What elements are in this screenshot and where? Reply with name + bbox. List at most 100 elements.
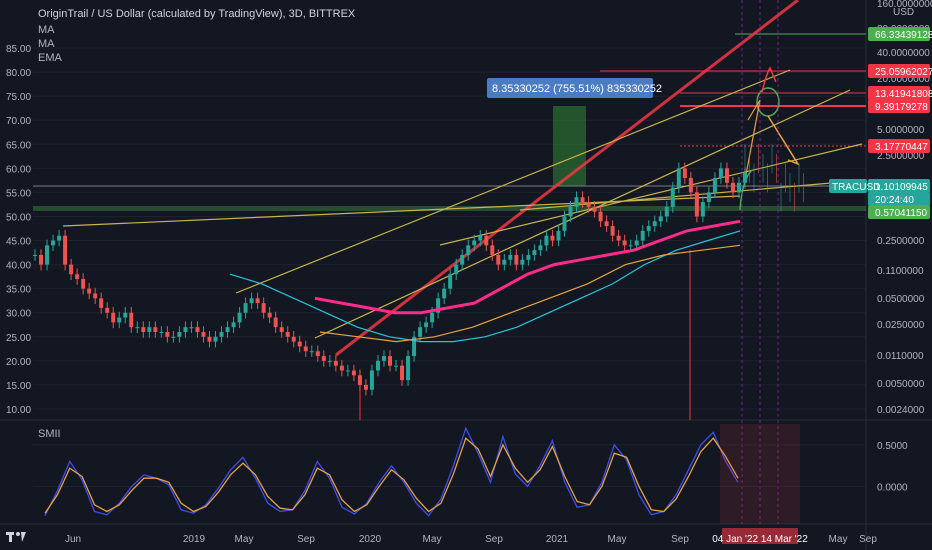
smii-indicator-pane[interactable]: 0.5000 0.0000 [33,424,908,524]
x-axis-tick: May [235,534,254,545]
x-axis-tick: Jun [65,534,81,545]
right-axis-tick: 0.0024000 [877,405,925,416]
indicator-axis-tick: 0.5000 [877,441,908,452]
candle-body [339,365,344,371]
candle-body [285,331,290,337]
candle-body [237,312,242,323]
right-axis-tick: 160.0000000 [877,0,932,10]
price-label: 1.10109945 [875,182,928,193]
moving-averages [229,219,741,343]
left-axis-tick: 70.00 [6,116,31,127]
indicator-label-ma-1[interactable]: MA [38,24,55,36]
left-axis-tick: 20.00 [6,357,31,368]
price-label-bg [868,179,930,193]
candle-body [375,360,380,371]
candle-body [424,322,429,328]
measure-label: 8.35330252 (755.51%) 835330252 [492,83,662,95]
x-axis-tick: Sep [485,534,503,545]
x-axis-tick: Sep [297,534,315,545]
candle-body [658,216,663,222]
measure-box: 8.35330252 (755.51%) 835330252 [487,78,662,98]
indicator-label-smii[interactable]: SMII [38,428,61,440]
right-axis-tick: 0.2500000 [877,236,925,247]
candle-body [225,327,230,332]
candle-body [670,187,675,207]
candle-body [381,356,386,361]
left-axis-tick: 80.00 [6,68,31,79]
candle-body [135,327,140,329]
candle-body [129,312,134,328]
candle-body [57,235,62,241]
candle-body [291,336,296,342]
right-axis-tick: 20.0000000 [877,74,930,85]
candle-body [201,331,206,337]
candle-body [472,240,477,246]
candle-body [586,202,591,207]
indicator-label-ma-2[interactable]: MA [38,38,55,50]
price-label-bg [868,139,930,153]
symbol-tag: TRACUSD [832,182,880,193]
price-label: 3.17770447 [875,142,928,153]
right-axis-unit: USD [893,7,914,18]
candle-body [147,327,152,332]
candle-body [442,288,447,299]
price-label: 13.41941808 [875,89,932,100]
ma-line-magenta [314,219,741,315]
price-label-bg [868,192,930,206]
candle-body [207,336,212,342]
left-axis-tick: 25.00 [6,333,31,344]
right-axis-tick: 0.1100000 [877,266,924,277]
x-axis-tick: 2019 [183,534,206,545]
candle-body [400,365,405,381]
candle-body [610,226,615,236]
candle-body [718,168,723,178]
left-axis-tick: 10.00 [6,405,31,416]
projection-arrow-red [761,66,777,93]
x-axis-tick: May [608,534,627,545]
candle-body [303,346,308,352]
candle-body [490,245,495,255]
candle-body [219,331,224,337]
candle-body [231,322,236,328]
left-axis-tick: 30.00 [6,309,31,320]
trend-line-yellow [235,69,791,294]
chart-title: OriginTrail / US Dollar (calculated by T… [38,8,356,20]
right-axis-tick: 0.0110000 [877,351,924,362]
candle-body [454,264,459,275]
measure-label-bg [487,78,653,98]
candle-body [267,312,272,318]
candle-body [213,336,218,342]
candle-body [363,384,368,390]
price-label: 0.57041150 [875,208,928,219]
candle-body [333,360,338,366]
projection-arrow-green [739,169,753,211]
candle-body [640,230,645,241]
right-axis-tick: 40.0000000 [877,48,930,59]
candle-body [466,245,471,255]
candle-body [69,264,74,275]
candle-body [369,370,374,390]
left-axis-tick: 60.00 [6,164,31,175]
left-axis-tick: 15.00 [6,381,31,392]
candle-body [51,240,56,246]
candle-body [502,259,507,265]
tradingview-logo[interactable]: TV [6,530,30,544]
x-axis-range-label: 04 Jan '22 14 Mar '22 [712,534,808,545]
x-axis-range-highlight [722,528,798,544]
candle-body [99,298,104,308]
candle-body [634,240,639,246]
candle-body [412,336,417,357]
price-labels: 66.33439128 25.05962027 13.41941808 9.39179… [829,27,932,219]
candle-body [63,235,68,265]
indicator-label-ema[interactable]: EMA [38,52,62,64]
candle-body [736,182,741,193]
candle-body [189,327,194,329]
left-price-axis[interactable]: 85.00 80.00 75.00 70.00 65.00 60.00 55.00 50.00… [6,44,31,416]
indicator-series-line [44,426,739,517]
time-axis[interactable]: Jun 2019 May Sep 2020 May Sep 2021 May Sep May Sep 0… [65,528,877,545]
candle-body [532,250,537,255]
candle-body [75,274,80,280]
candle-body [508,254,513,260]
candle-body [93,293,98,299]
